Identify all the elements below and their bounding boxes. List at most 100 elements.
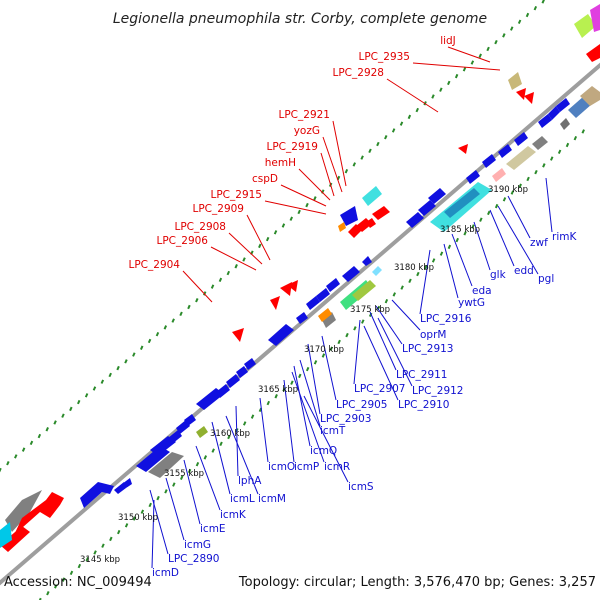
tick-mark — [187, 468, 192, 474]
leader-line — [363, 325, 399, 401]
gene-label: zwf — [530, 237, 548, 249]
tick-mark — [6, 461, 10, 466]
tick-mark — [416, 271, 420, 277]
tick-mark — [534, 169, 538, 175]
tick-mark — [202, 291, 207, 296]
gene-arrow — [326, 278, 340, 292]
tick-mark — [29, 440, 34, 446]
tick-mark — [37, 433, 42, 439]
tick-mark — [101, 543, 105, 548]
tick-mark — [487, 210, 491, 216]
kbp-marker: 3145 kbp — [80, 555, 120, 565]
tick-mark — [391, 128, 396, 133]
tick-mark — [132, 516, 137, 521]
gene-arrow — [586, 44, 600, 62]
gene-arrow — [362, 256, 372, 266]
tick-mark — [53, 420, 57, 425]
kbp-marker: 3160 kbp — [210, 429, 250, 439]
tick-mark — [61, 577, 66, 582]
leader-line — [303, 395, 349, 483]
gene-arrow — [458, 144, 468, 154]
tick-mark — [447, 244, 452, 250]
kbp-marker: 3190 kbp — [488, 185, 528, 195]
tick-mark — [424, 265, 428, 270]
gene-arrow — [352, 280, 376, 301]
gene-arrow — [406, 212, 424, 228]
map-title: Legionella pneumophila str. Corby, compl… — [113, 11, 487, 27]
leader-line — [182, 270, 213, 303]
gene-label: LPC_2912 — [412, 385, 464, 397]
tick-mark — [517, 19, 522, 24]
gene-label: icmT — [320, 425, 346, 437]
tick-mark — [265, 236, 270, 242]
gene-arrow — [342, 266, 360, 282]
kbp-marker: 3175 kbp — [350, 305, 390, 315]
kbp-marker: 3180 kbp — [394, 263, 434, 273]
gene-arrow — [532, 136, 548, 150]
gene-label: icmO — [268, 461, 295, 473]
gene-label: icmK — [220, 509, 247, 521]
gene-arrow — [340, 206, 358, 226]
tick-mark — [77, 563, 82, 569]
tick-mark — [281, 223, 286, 228]
gene-arrow — [590, 4, 600, 32]
gene-label: LPC_2907 — [354, 383, 406, 395]
tick-mark — [179, 475, 184, 480]
gene-label: LPC_2910 — [398, 399, 450, 411]
tick-mark — [352, 162, 356, 167]
tick-mark — [227, 434, 231, 440]
tick-mark — [431, 94, 435, 99]
gene-label: eda — [472, 285, 492, 297]
gene-labels: lidJ LPC_2935 LPC_2928 LPC_2921 yozG LPC_2919… — [129, 35, 578, 579]
gene-arrow — [418, 200, 436, 216]
tick-mark — [486, 46, 490, 52]
tick-mark — [69, 406, 73, 412]
leader-line — [307, 343, 321, 415]
leader-line — [497, 205, 539, 275]
tick-mark — [542, 163, 546, 168]
leader-line — [291, 371, 325, 463]
tick-mark — [353, 326, 357, 331]
tick-mark — [557, 149, 562, 154]
gene-arrow — [580, 86, 600, 106]
gene-label: icmL — [230, 493, 255, 505]
gene-arrow — [498, 144, 512, 158]
tick-mark — [541, 0, 545, 4]
gene-arrow — [322, 312, 336, 328]
tick-mark — [211, 448, 215, 453]
tick-mark — [581, 129, 585, 134]
gene-label: LPC_2906 — [157, 235, 209, 247]
tick-mark — [479, 217, 483, 222]
leader-line — [451, 233, 473, 287]
label-leaders — [149, 46, 553, 569]
tick-mark — [550, 156, 554, 161]
leader-line — [183, 459, 201, 525]
leader-line — [473, 221, 491, 271]
tick-mark — [313, 360, 318, 365]
tick-mark — [447, 80, 451, 86]
gene-arrow — [316, 288, 330, 302]
gene-arrow — [466, 170, 480, 184]
tick-mark — [360, 155, 364, 160]
gene-arrow — [428, 188, 446, 204]
kbp-marker: 3150 kbp — [118, 513, 158, 523]
tick-mark — [77, 399, 81, 405]
gene-label: ywtG — [458, 297, 485, 309]
leader-line — [211, 421, 231, 495]
gene-arrow — [270, 296, 280, 310]
leader-line — [412, 62, 501, 71]
gene-label: icmD — [152, 567, 179, 579]
gene-label: icmQ — [310, 445, 337, 457]
tick-mark — [219, 441, 223, 447]
tick-mark — [45, 427, 49, 432]
gene-label: LPC_2919 — [267, 141, 319, 153]
tick-mark — [226, 270, 231, 276]
tick-mark — [258, 243, 262, 249]
tick-mark — [454, 73, 459, 79]
gene-label: pgl — [538, 273, 554, 285]
leader-line — [259, 397, 269, 463]
gene-label: icmP — [294, 461, 319, 473]
tick-mark — [266, 400, 271, 406]
gene-label: LPC_2909 — [193, 203, 245, 215]
gene-label: icmE — [200, 523, 226, 535]
